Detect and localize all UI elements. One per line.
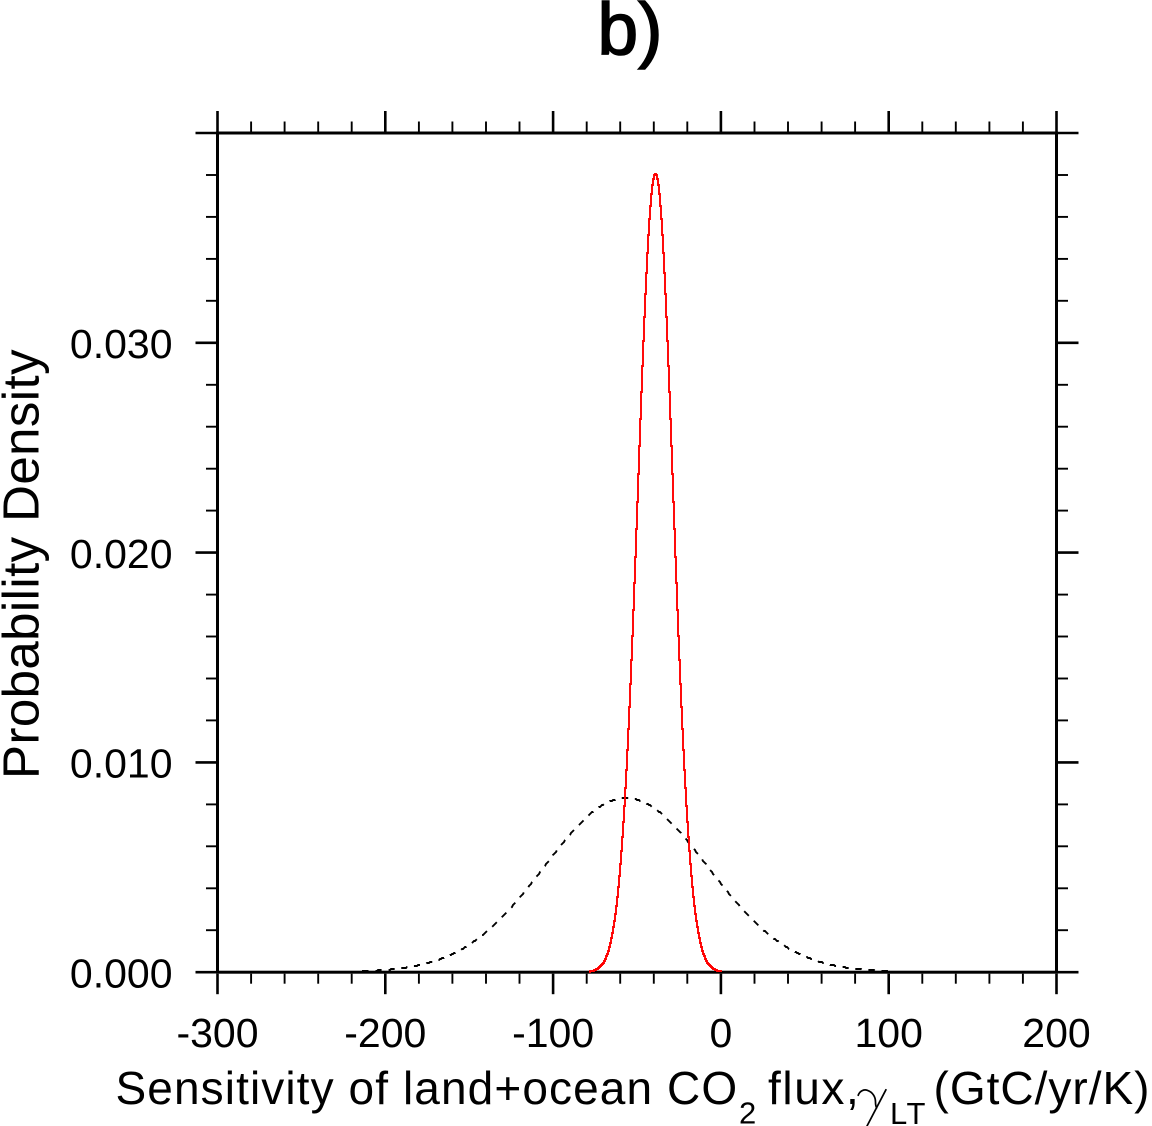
svg-text:0.020: 0.020 bbox=[70, 531, 173, 577]
svg-text:100: 100 bbox=[854, 1010, 922, 1056]
svg-text:200: 200 bbox=[1022, 1010, 1090, 1056]
svg-text:Probability Density: Probability Density bbox=[0, 349, 50, 779]
svg-text:(GtC/yr/K): (GtC/yr/K) bbox=[934, 1062, 1151, 1114]
svg-text:Sensitivity of land+ocean CO: Sensitivity of land+ocean CO bbox=[116, 1062, 739, 1114]
svg-text:-100: -100 bbox=[512, 1010, 594, 1056]
svg-text:-200: -200 bbox=[344, 1010, 426, 1056]
svg-text:-300: -300 bbox=[176, 1010, 258, 1056]
svg-text:b): b) bbox=[598, 0, 663, 70]
svg-text:2: 2 bbox=[739, 1096, 756, 1126]
svg-text:flux,: flux, bbox=[768, 1062, 860, 1114]
svg-text:LT: LT bbox=[890, 1096, 927, 1126]
svg-text:0: 0 bbox=[709, 1010, 732, 1056]
svg-text:0.000: 0.000 bbox=[70, 950, 173, 996]
svg-text:0.030: 0.030 bbox=[70, 321, 173, 367]
svg-text:0.010: 0.010 bbox=[70, 741, 173, 787]
